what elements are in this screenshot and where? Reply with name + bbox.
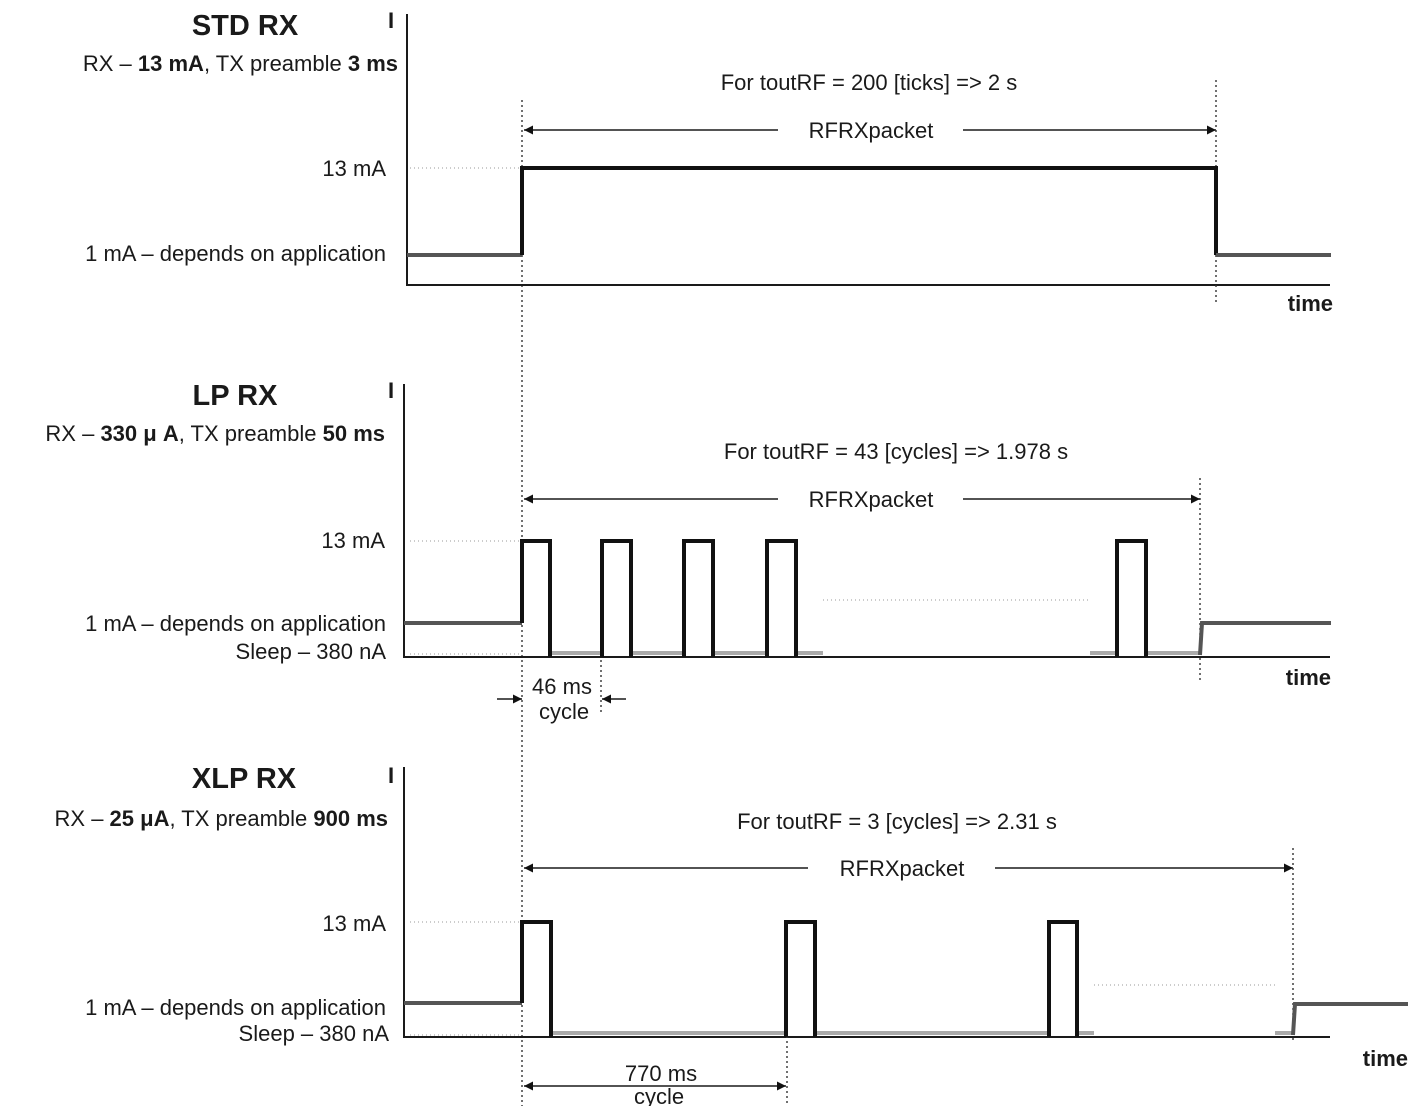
xlp-pulse-3 (1047, 920, 1079, 1037)
std-window-label: RFRXpacket (809, 118, 934, 143)
lp-cycle-value: 46 ms (532, 674, 592, 699)
lp-cycle-word: cycle (539, 699, 589, 724)
lp-time-label: time (1286, 665, 1331, 690)
xlp-timeout-text: For toutRF = 3 [cycles] => 2.31 s (737, 809, 1057, 834)
std-rx-pulse (520, 166, 1218, 255)
std-axes (406, 14, 1330, 286)
xlp-pulse-2 (784, 920, 817, 1037)
lp-axis-i-label: I (388, 378, 394, 403)
xlp-subtitle: RX – 25 μA, TX preamble 900 ms (55, 806, 388, 831)
xlp-cycle-value: 770 ms (625, 1061, 697, 1086)
xlp-idle-after (1291, 1002, 1408, 1036)
lp-pulse-1 (520, 539, 552, 657)
xlp-window-label: RFRXpacket (840, 856, 965, 881)
lp-idle-after (1198, 621, 1331, 656)
std-axis-i-label: I (388, 8, 394, 33)
lp-subtitle: RX – 330 μ A, TX preamble 50 ms (45, 421, 385, 446)
lp-title: LP RX (193, 380, 279, 412)
xlp-time-label: time (1363, 1046, 1408, 1071)
lp-pulse-3 (682, 539, 715, 657)
std-title: STD RX (192, 10, 299, 42)
std-rx-panel: STD RX RX – 13 mA, TX preamble 3 ms I ti… (83, 8, 1333, 316)
xlp-sleep-label: Sleep – 380 nA (239, 1021, 390, 1046)
std-time-label: time (1288, 291, 1333, 316)
xlp-axes (403, 767, 1330, 1038)
lp-pulse-2 (600, 539, 633, 657)
lp-sleep-label: Sleep – 380 nA (236, 639, 387, 664)
lp-1ma-label: 1 mA – depends on application (85, 611, 386, 636)
std-13ma-label: 13 mA (322, 156, 386, 181)
xlp-1ma-label: 1 mA – depends on application (85, 995, 386, 1020)
lp-timeout-text: For toutRF = 43 [cycles] => 1.978 s (724, 439, 1068, 464)
xlp-13ma-label: 13 mA (322, 911, 386, 936)
lp-axes (403, 384, 1330, 658)
lp-rx-panel: LP RX RX – 330 μ A, TX preamble 50 ms I … (45, 378, 1331, 724)
lp-pulse-4 (765, 539, 798, 657)
std-subtitle: RX – 13 mA, TX preamble 3 ms (83, 51, 398, 76)
xlp-cycle-word: cycle (634, 1084, 684, 1106)
std-1ma-label: 1 mA – depends on application (85, 241, 386, 266)
lp-13ma-label: 13 mA (321, 528, 385, 553)
xlp-pulse-1 (520, 920, 553, 1037)
xlp-axis-i-label: I (388, 763, 394, 788)
lp-pulse-last (1115, 539, 1148, 657)
lp-window-label: RFRXpacket (809, 487, 934, 512)
std-timeout-text: For toutRF = 200 [ticks] => 2 s (721, 70, 1018, 95)
xlp-rx-panel: XLP RX RX – 25 μA, TX preamble 900 ms I … (55, 763, 1408, 1106)
xlp-title: XLP RX (192, 763, 297, 795)
